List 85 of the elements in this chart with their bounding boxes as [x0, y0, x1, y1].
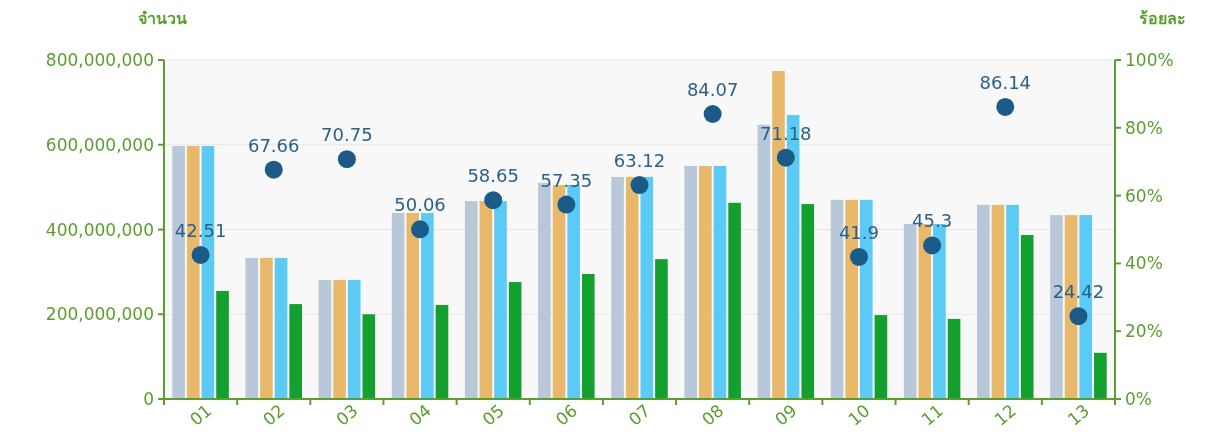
- data-label: 41.9: [838, 221, 879, 243]
- point: [557, 195, 576, 214]
- x-tick-label: 06: [551, 400, 582, 430]
- y-tick-label: 0: [143, 389, 154, 409]
- bar: [508, 282, 522, 399]
- x-tick-label: 04: [405, 400, 435, 430]
- point: [1069, 307, 1088, 326]
- bar: [333, 279, 346, 399]
- y-axis-title: จำนวน: [137, 9, 187, 28]
- data-label: 50.06: [394, 194, 446, 216]
- x-tick-label: 10: [844, 400, 874, 430]
- bar: [611, 176, 624, 399]
- bar: [567, 185, 580, 399]
- point: [191, 245, 210, 264]
- y-tick-label: 200,000,000: [45, 304, 154, 325]
- bar: [216, 290, 229, 399]
- bar: [977, 204, 990, 399]
- bar: [713, 165, 727, 399]
- point: [264, 160, 283, 179]
- point: [630, 176, 649, 195]
- bar: [274, 257, 288, 399]
- point: [776, 148, 795, 167]
- y2-tick-label: 40%: [1125, 253, 1163, 274]
- x-tick-label: 08: [697, 400, 728, 430]
- bar: [991, 204, 1005, 399]
- point: [337, 150, 356, 169]
- bar: [640, 176, 654, 399]
- bar: [1094, 352, 1107, 399]
- bar: [728, 202, 741, 399]
- x-tick-label: 11: [917, 400, 947, 430]
- x-tick-label: 07: [624, 400, 655, 430]
- bar: [362, 314, 376, 399]
- bar: [347, 279, 361, 399]
- point: [996, 97, 1015, 116]
- bar: [1006, 204, 1019, 399]
- x-tick-label: 03: [332, 400, 362, 430]
- x-tick-label: 09: [771, 400, 801, 430]
- bar: [391, 212, 405, 399]
- data-label: 70.75: [321, 124, 373, 146]
- y-tick-label: 400,000,000: [45, 219, 154, 240]
- bar: [421, 212, 434, 399]
- data-label: 71.18: [760, 122, 812, 144]
- x-tick-label: 05: [478, 400, 508, 430]
- x-tick-label: 01: [185, 400, 216, 430]
- bar: [625, 176, 639, 399]
- bar: [581, 273, 595, 399]
- bar: [684, 165, 698, 399]
- data-label: 57.35: [540, 169, 593, 191]
- bar: [947, 318, 961, 399]
- bar: [699, 165, 712, 399]
- point: [703, 105, 722, 123]
- y-tick-label: 800,000,000: [45, 50, 154, 70]
- bar: [464, 201, 478, 399]
- bar: [318, 279, 332, 399]
- data-label: 67.66: [247, 134, 300, 156]
- bar: [435, 304, 449, 399]
- data-label: 84.07: [686, 79, 739, 100]
- x-tick-label: 12: [990, 400, 1020, 430]
- bar: [655, 259, 668, 399]
- bar: [289, 304, 302, 399]
- bar: [406, 212, 420, 399]
- y2-tick-label: 100%: [1125, 50, 1174, 70]
- y2-tick-label: 80%: [1125, 117, 1163, 138]
- point: [923, 236, 942, 255]
- y2-axis-title: ร้อยละ: [1138, 9, 1186, 28]
- bar: [479, 201, 493, 399]
- bar: [552, 185, 566, 399]
- data-label: 58.65: [467, 165, 519, 187]
- y-tick-label: 600,000,000: [45, 134, 154, 155]
- bar: [874, 315, 888, 399]
- y2-tick-label: 20%: [1125, 321, 1163, 342]
- data-label: 63.12: [613, 150, 666, 172]
- bar: [1020, 235, 1034, 399]
- bar: [801, 204, 815, 399]
- bar: [260, 257, 273, 399]
- bar: [245, 257, 259, 399]
- point: [484, 191, 503, 210]
- x-tick-label: 02: [259, 400, 289, 430]
- x-tick-label: 13: [1063, 400, 1094, 430]
- bar: [494, 201, 507, 399]
- data-label: 86.14: [979, 71, 1032, 93]
- point: [411, 220, 430, 239]
- y2-tick-label: 0%: [1125, 389, 1152, 409]
- point: [849, 247, 868, 266]
- y2-tick-label: 60%: [1125, 185, 1163, 206]
